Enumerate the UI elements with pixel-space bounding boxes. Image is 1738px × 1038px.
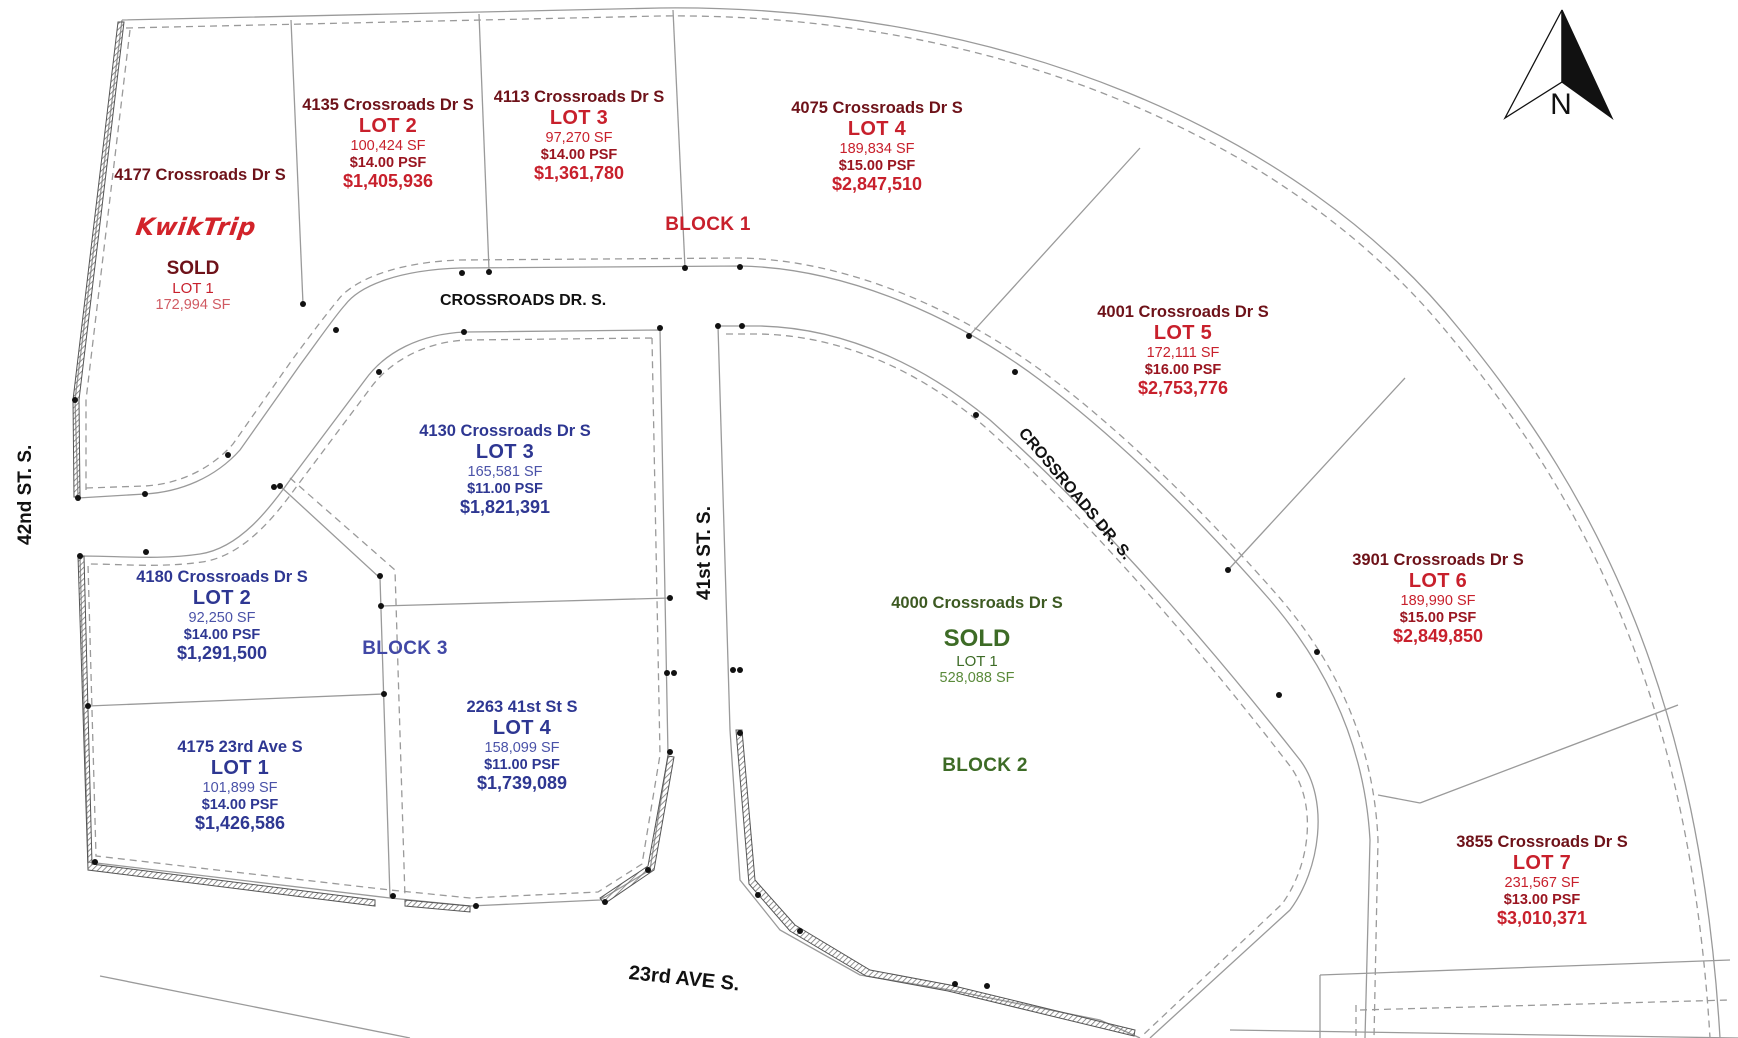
- lot-b3-2[interactable]: 4180 Crossroads Dr S LOT 2 92,250 SF $14…: [136, 568, 308, 664]
- lot-price: $1,821,391: [459, 497, 551, 518]
- lot-sf: 92,250 SF: [188, 609, 256, 626]
- lot-address: 4177 Crossroads Dr S: [114, 166, 286, 184]
- lot-number: LOT 7: [1512, 851, 1572, 874]
- lot-address: 2263 41st St S: [466, 698, 578, 716]
- street-label-42nd: 42nd ST. S.: [15, 444, 36, 545]
- lot-b1-5[interactable]: 4001 Crossroads Dr S LOT 5 172,111 SF $1…: [1097, 303, 1269, 399]
- lot-address: 4175 23rd Ave S: [177, 738, 303, 756]
- lot-price: $2,849,850: [1392, 626, 1484, 647]
- sold-badge: SOLD: [166, 258, 220, 279]
- lot-b1-4[interactable]: 4075 Crossroads Dr S LOT 4 189,834 SF $1…: [791, 99, 963, 195]
- lot-psf: $14.00 PSF: [349, 154, 427, 171]
- lot-sf: 97,270 SF: [545, 129, 613, 146]
- north-label: N: [1550, 88, 1572, 121]
- lot-psf: $16.00 PSF: [1144, 361, 1222, 378]
- lot-number: LOT 1: [210, 756, 270, 779]
- lot-psf: $14.00 PSF: [201, 796, 279, 813]
- lot-price: $1,361,780: [533, 163, 625, 184]
- lot-number: LOT 5: [1153, 321, 1213, 344]
- lot-b2-1[interactable]: 4000 Crossroads Dr S SOLD LOT 1 528,088 …: [891, 594, 1063, 686]
- lot-address: 4180 Crossroads Dr S: [136, 568, 308, 586]
- lot-psf: $15.00 PSF: [838, 157, 916, 174]
- lot-sf: 100,424 SF: [350, 137, 426, 154]
- lot-psf: $14.00 PSF: [183, 626, 261, 643]
- lot-b1-6[interactable]: 3901 Crossroads Dr S LOT 6 189,990 SF $1…: [1352, 551, 1524, 647]
- lot-b1-3[interactable]: 4113 Crossroads Dr S LOT 3 97,270 SF $14…: [494, 88, 665, 184]
- lot-sf: 165,581 SF: [467, 463, 543, 480]
- lot-psf: $11.00 PSF: [484, 756, 560, 773]
- lot-number: LOT 1: [172, 279, 214, 297]
- street-label-crossroads-north: CROSSROADS DR. S.: [440, 292, 607, 309]
- lot-number: LOT 2: [358, 114, 418, 137]
- lot-address: 4075 Crossroads Dr S: [791, 99, 963, 117]
- lot-price: $2,753,776: [1137, 378, 1229, 399]
- lot-sf: 172,994 SF: [155, 297, 231, 314]
- kwik-trip-logo: KwikTrip: [134, 213, 258, 241]
- lot-number: LOT 3: [549, 106, 609, 129]
- lot-number: LOT 2: [192, 586, 252, 609]
- lot-b3-1[interactable]: 4175 23rd Ave S LOT 1 101,899 SF $14.00 …: [177, 738, 302, 834]
- lot-sf: 189,834 SF: [839, 140, 915, 157]
- sold-badge: SOLD: [943, 624, 1011, 652]
- lot-kwiktrip-details: SOLD LOT 1 172,994 SF: [156, 258, 231, 314]
- hatched-edge-42nd: [72, 21, 125, 498]
- lot-psf: $14.00 PSF: [540, 146, 618, 163]
- lot-sf: 528,088 SF: [939, 669, 1015, 686]
- lot-number: LOT 4: [847, 117, 907, 140]
- lot-sf: 158,099 SF: [484, 739, 560, 756]
- lot-number: LOT 4: [492, 716, 552, 739]
- lot-b3-3[interactable]: 4130 Crossroads Dr S LOT 3 165,581 SF $1…: [419, 422, 591, 518]
- property-boundary: [121, 7, 1721, 1038]
- lot-psf: $15.00 PSF: [1399, 609, 1477, 626]
- lot-price: $1,426,586: [194, 813, 286, 834]
- block1-label: BLOCK 1: [665, 214, 751, 235]
- lot-b1-7[interactable]: 3855 Crossroads Dr S LOT 7 231,567 SF $1…: [1456, 833, 1628, 929]
- lot-price: $1,739,089: [476, 773, 568, 794]
- lot-b1-2[interactable]: 4135 Crossroads Dr S LOT 2 100,424 SF $1…: [302, 96, 474, 192]
- lot-price: $3,010,371: [1496, 908, 1588, 929]
- lot-price: $1,291,500: [176, 643, 268, 664]
- lot-number: LOT 3: [475, 440, 535, 463]
- lot-address: 4000 Crossroads Dr S: [891, 594, 1063, 612]
- lot-address: 4130 Crossroads Dr S: [419, 422, 591, 440]
- lot-kwiktrip[interactable]: 4177 Crossroads Dr S: [114, 166, 286, 185]
- lot-address: 4113 Crossroads Dr S: [493, 88, 665, 106]
- lot-price: $1,405,936: [342, 171, 434, 192]
- lot-number: LOT 1: [956, 652, 998, 670]
- crossroads-road-north-edge: [77, 265, 1371, 1038]
- street-label-41st: 41st ST. S.: [694, 506, 715, 600]
- lot-address: 3855 Crossroads Dr S: [1456, 833, 1628, 851]
- block2-label: BLOCK 2: [942, 755, 1028, 776]
- lot-price: $2,847,510: [831, 174, 923, 195]
- lot-number: LOT 6: [1408, 569, 1468, 592]
- lot-address: 3901 Crossroads Dr S: [1352, 551, 1524, 569]
- lot-sf: 231,567 SF: [1504, 874, 1580, 891]
- lot-address: 4135 Crossroads Dr S: [302, 96, 474, 114]
- lot-address: 4001 Crossroads Dr S: [1097, 303, 1269, 321]
- north-arrow-icon: [1503, 9, 1614, 120]
- lot-sf: 101,899 SF: [202, 779, 278, 796]
- block3-label: BLOCK 3: [362, 638, 448, 659]
- lot-psf: $11.00 PSF: [467, 480, 543, 497]
- lot-sf: 189,990 SF: [1400, 592, 1476, 609]
- lot-psf: $13.00 PSF: [1503, 891, 1581, 908]
- lot-sf: 172,111 SF: [1146, 344, 1220, 361]
- lot-b3-4[interactable]: 2263 41st St S LOT 4 158,099 SF $11.00 P…: [467, 698, 578, 794]
